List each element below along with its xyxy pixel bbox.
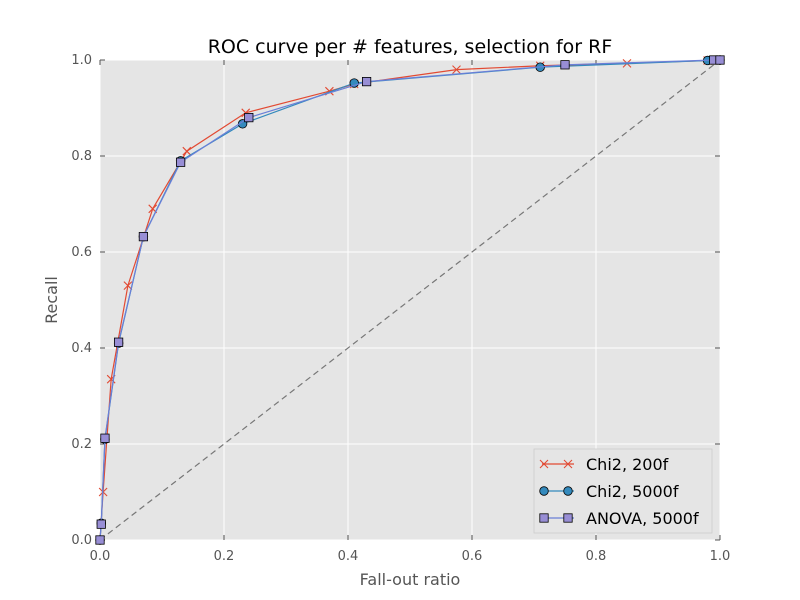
data-point [175,157,186,167]
y-tick-label: 0.8 [71,149,92,164]
series-group [95,55,725,545]
legend-label: Chi2, 5000f [586,482,679,501]
legend-entry: ANOVA, 5000f [539,509,699,528]
data-point [114,337,124,347]
legend-marker [539,486,549,496]
reference-diagonal-line [99,59,721,541]
y-axis-label: Recall [42,276,61,324]
y-tick-label: 0.0 [71,533,92,548]
x-tick-label: 0.0 [90,549,111,564]
data-point [452,65,461,74]
series-2 [95,55,725,545]
data-point [182,146,192,156]
data-point [96,519,106,529]
grid-lines [99,59,721,541]
data-point [138,232,148,242]
x-axis-label: Fall-out ratio [360,570,461,589]
x-tick-label: 0.8 [586,549,607,564]
legend-marker [563,459,573,469]
data-point [715,55,725,65]
legend-marker [539,459,549,469]
x-tick-label: 0.4 [338,549,359,564]
data-point [244,113,254,123]
legend-marker [563,513,573,523]
y-tick-label: 0.6 [71,245,92,260]
legend-marker [539,513,549,523]
y-tick-label: 0.4 [71,341,92,356]
legend-marker [563,486,573,496]
x-tick-label: 1.0 [710,549,731,564]
y-tick-label: 1.0 [71,53,92,68]
x-tick-label: 0.6 [462,549,483,564]
legend-entry: Chi2, 5000f [539,482,679,501]
data-point [560,60,570,70]
axis-ticks: 0.0 0.2 0.4 0.6 0.8 1.0 0.0 0.2 0.4 0.6 0.8 1.0 [71,53,730,564]
x-tick-label: 0.2 [214,549,235,564]
legend: Chi2, 200f Chi2, 5000f ANOVA, 5000f [533,448,713,534]
legend-entry: Chi2, 200f [539,455,669,474]
data-point [95,535,105,545]
data-point [361,77,372,87]
chart-title: ROC curve per # features, selection for … [208,36,613,58]
legend-label: ANOVA, 5000f [586,509,699,528]
legend-label: Chi2, 200f [586,455,669,474]
reference-diagonal [99,59,721,541]
data-point [123,281,133,290]
y-tick-label: 0.2 [71,437,92,452]
data-point [100,433,110,443]
